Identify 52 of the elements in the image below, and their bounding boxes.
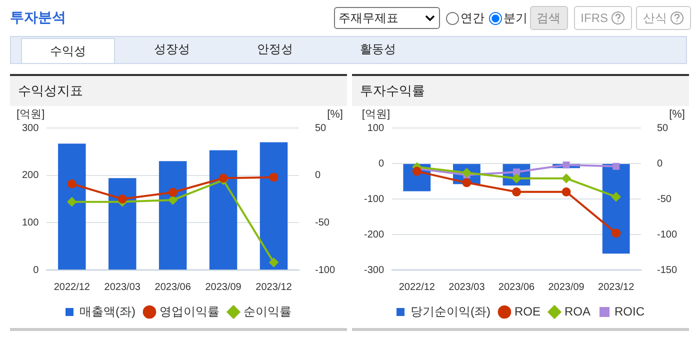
y-tick-label: 100 — [22, 217, 40, 228]
x-tick-label: 2022/12 — [54, 282, 90, 293]
x-tick-label: 2023/03 — [104, 282, 141, 293]
legend-label: ROIC — [614, 304, 645, 318]
y-tick-label: -300 — [364, 264, 384, 276]
legend-label: 매출액(좌) — [80, 304, 136, 318]
text: 산식 — [636, 6, 691, 30]
legend-label: ROE — [514, 304, 541, 318]
y2-tick-label: 50 — [656, 122, 669, 134]
y2-tick-label: -150 — [656, 264, 678, 276]
y2-tick-label: -100 — [656, 229, 678, 240]
x-tick-label: 2023/12 — [256, 282, 292, 293]
x-tick-label: 2023/06 — [154, 282, 192, 293]
text: 성장성 — [153, 41, 191, 58]
text: 활동성 — [359, 41, 397, 58]
x-tick-label: 2023/09 — [548, 282, 585, 293]
y-tick-label: 0 — [33, 264, 40, 276]
y2-tick-label: -100 — [314, 264, 336, 276]
y2-axis-title: [%] — [669, 108, 685, 121]
y-axis-title: [억원] — [362, 108, 390, 121]
x-tick-label: 2023/06 — [498, 282, 536, 293]
x-tick-label: 2023/12 — [598, 282, 635, 293]
y2-tick-label: -50 — [656, 194, 672, 205]
x-tick-label: 2023/03 — [448, 282, 486, 293]
y2-tick-label: -50 — [314, 217, 330, 228]
legend-label: 영업이익률 — [159, 304, 220, 318]
chart-title: 수익성지표 — [10, 76, 347, 106]
text: 분기 — [502, 10, 528, 26]
x-tick-label: 2023/09 — [205, 282, 242, 293]
y2-tick-label: 0 — [656, 158, 663, 170]
legend-label: 순이익률 — [243, 304, 292, 318]
y-axis-title: [억원] — [16, 108, 45, 121]
legend-label: 당기순이익(좌) — [410, 304, 490, 318]
text: 수익성 — [21, 38, 115, 63]
text: 주재무제표 — [338, 10, 399, 26]
y-tick-label: 300 — [22, 122, 40, 134]
legend-label: ROA — [564, 304, 591, 318]
text: IFRS — [574, 6, 632, 30]
text: 안정성 — [256, 41, 294, 58]
y2-axis-title: [%] — [327, 108, 343, 121]
chart-title: 투자수익률 — [352, 76, 689, 106]
y2-tick-label: 0 — [314, 170, 321, 182]
y-tick-label: 100 — [367, 122, 384, 134]
text: 연간 — [460, 10, 485, 26]
y-tick-label: 0 — [378, 158, 384, 170]
y2-tick-label: 50 — [314, 122, 327, 134]
y-tick-label: -100 — [364, 194, 384, 205]
y-tick-label: 200 — [22, 170, 40, 182]
text: 검색 — [530, 6, 568, 30]
x-tick-label: 2022/12 — [398, 282, 436, 293]
y-tick-label: -200 — [364, 229, 384, 240]
text: 투자분석 — [9, 9, 67, 27]
